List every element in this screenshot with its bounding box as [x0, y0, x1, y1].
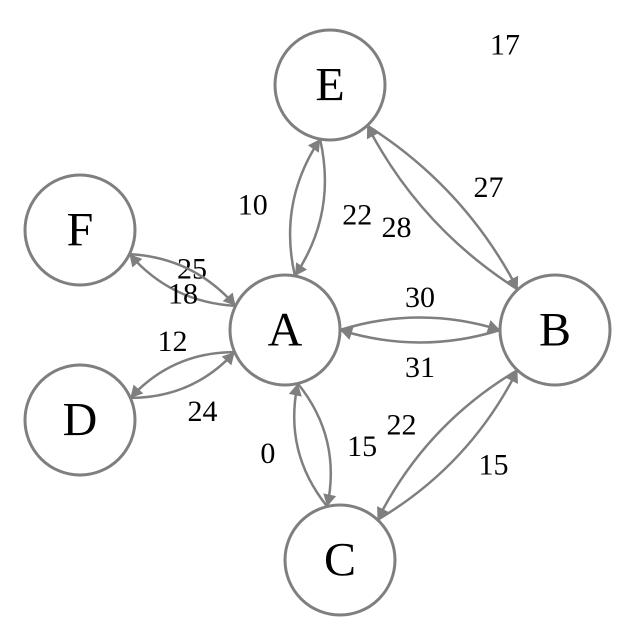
node-label-D: D: [63, 394, 98, 447]
edge-label-A-C: 15: [347, 430, 377, 463]
nodes-group: A B C D E F: [25, 30, 610, 615]
node-label-C: C: [324, 534, 356, 587]
edge-label-E-B: 27: [474, 171, 504, 204]
node-label-F: F: [67, 204, 94, 257]
edge-B-A: [340, 330, 500, 343]
edge-D-A: [130, 352, 234, 398]
edge-label-C-B: 15: [478, 449, 508, 482]
free-label-0: 17: [490, 29, 520, 62]
edge-label-A-D: 12: [157, 325, 187, 358]
edge-label-B-A: 31: [405, 351, 435, 384]
edge-label-B-C: 22: [387, 408, 417, 441]
edge-label-A-B: 30: [405, 281, 435, 314]
edge-E-A: [295, 139, 325, 276]
edge-label-E-A: 22: [342, 199, 372, 232]
edge-A-E: [290, 139, 320, 276]
node-label-B: B: [539, 304, 571, 357]
edge-B-E: [367, 126, 518, 290]
edge-label-B-E: 28: [381, 211, 411, 244]
edge-label-D-A: 24: [188, 395, 218, 428]
node-label-A: A: [268, 304, 303, 357]
edge-E-B: [367, 126, 518, 290]
edge-label-F-A: 18: [168, 277, 198, 310]
edge-A-D: [130, 352, 234, 398]
network-diagram: 102225181224150303127282215ABCDEF17: [0, 0, 636, 637]
node-label-E: E: [315, 59, 344, 112]
edge-label-A-E: 10: [238, 188, 268, 221]
edge-C-B: [378, 370, 518, 520]
edge-label-C-A: 0: [260, 437, 275, 470]
edge-A-B: [340, 318, 500, 331]
edge-B-C: [378, 370, 518, 520]
